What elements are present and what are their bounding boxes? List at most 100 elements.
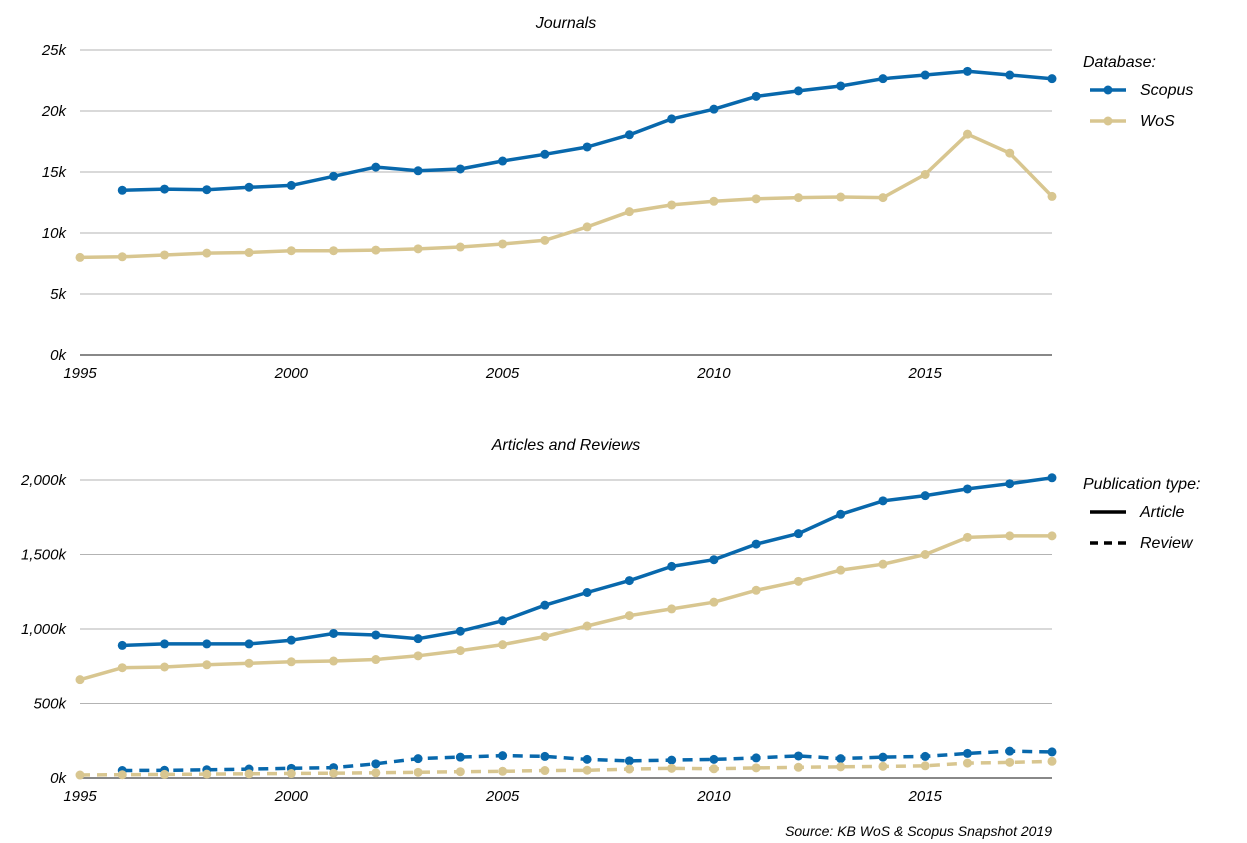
journals-chart-title: Journals	[535, 15, 596, 32]
articles-reviews-data-point	[413, 634, 423, 644]
journals-y-tick-label: 25k	[41, 42, 68, 59]
articles-reviews-data-point	[455, 626, 465, 636]
journals-data-point	[836, 192, 846, 202]
articles-reviews-data-point	[1005, 479, 1015, 489]
articles-reviews-data-point	[498, 766, 508, 776]
articles-reviews-data-point	[75, 770, 85, 780]
journals-data-point	[202, 248, 212, 258]
journals-y-tick-label: 10k	[42, 225, 68, 242]
articles-reviews-x-tick-label: 2005	[485, 788, 520, 805]
journals-x-tick-label: 1995	[63, 365, 97, 382]
articles-reviews-series-line	[79, 759, 1053, 777]
articles-reviews-data-point	[540, 600, 550, 610]
articles-reviews-data-point	[624, 764, 634, 774]
articles-reviews-data-point	[329, 628, 339, 638]
articles-reviews-data-point	[498, 640, 508, 650]
articles-reviews-data-point	[371, 655, 381, 665]
journals-data-point	[455, 164, 465, 174]
journals-data-point	[286, 180, 296, 190]
journals-data-point	[709, 196, 719, 206]
journals-data-point	[582, 222, 592, 232]
articles-reviews-data-point	[878, 496, 888, 506]
journals-legend: Database: Scopus WoS	[1083, 54, 1193, 130]
articles-reviews-x-tick-label: 1995	[63, 788, 97, 805]
articles-reviews-data-point	[962, 748, 972, 758]
journals-legend-label: WoS	[1140, 113, 1175, 130]
articles-reviews-data-point	[836, 509, 846, 519]
journals-data-point	[117, 252, 127, 262]
journals-data-point	[793, 86, 803, 96]
articles-reviews-x-tick-label: 2000	[274, 788, 309, 805]
journals-data-point	[709, 104, 719, 114]
articles-reviews-data-point	[624, 576, 634, 586]
journals-data-point	[244, 182, 254, 192]
articles-reviews-data-point	[286, 657, 296, 667]
articles-reviews-data-point	[202, 639, 212, 649]
journals-data-point	[920, 70, 930, 80]
articles-reviews-data-point	[582, 765, 592, 775]
journals-data-point	[498, 156, 508, 166]
journals-data-point	[413, 166, 423, 176]
articles-reviews-data-point	[751, 539, 761, 549]
articles-reviews-data-point	[1047, 756, 1057, 766]
articles-reviews-data-point	[286, 635, 296, 645]
journals-data-point	[455, 242, 465, 252]
articles-reviews-series-0	[117, 473, 1057, 650]
articles-reviews-data-point	[371, 630, 381, 640]
articles-reviews-data-point	[498, 616, 508, 626]
articles-reviews-data-point	[455, 646, 465, 656]
articles-reviews-data-point	[160, 662, 170, 672]
articles-reviews-data-point	[793, 529, 803, 539]
journals-y-tick-label: 5k	[50, 286, 67, 303]
articles-reviews-data-point	[709, 754, 719, 764]
journals-y-tick-label: 15k	[42, 164, 68, 181]
articles-reviews-series-3	[75, 756, 1057, 780]
articles-reviews-data-point	[413, 754, 423, 764]
articles-reviews-data-point	[920, 751, 930, 761]
journals-data-point	[117, 185, 127, 195]
articles-reviews-data-point	[624, 756, 634, 766]
journals-data-point	[667, 114, 677, 124]
journals-legend-marker	[1103, 116, 1113, 126]
journals-data-point	[836, 81, 846, 91]
articles-reviews-data-point	[1005, 531, 1015, 541]
articles-reviews-data-point	[667, 561, 677, 571]
journals-data-point	[624, 130, 634, 140]
articles-reviews-data-point	[582, 621, 592, 631]
articles-reviews-data-point	[709, 597, 719, 607]
articles-reviews-data-point	[582, 754, 592, 764]
articles-reviews-data-point	[160, 769, 170, 779]
journals-data-point	[413, 244, 423, 254]
articles-reviews-data-point	[920, 761, 930, 771]
articles-reviews-data-point	[962, 758, 972, 768]
journals-data-point	[1005, 70, 1015, 80]
journals-chart: Journals 0k 5k 10k 15k 20k 25k 1995 2000 2005 201…	[41, 15, 1194, 382]
publication-type-legend-title: Publication type:	[1083, 476, 1200, 493]
articles-reviews-data-point	[836, 565, 846, 575]
articles-reviews-y-tick-label: 1,500k	[21, 547, 68, 564]
journals-x-tick-label: 2015	[908, 365, 943, 382]
publication-type-legend: Publication type: Article Review	[1083, 476, 1200, 552]
articles-reviews-legend-label: Article	[1139, 504, 1185, 521]
journals-data-point	[498, 239, 508, 249]
journals-data-point	[751, 194, 761, 204]
journals-data-point	[202, 185, 212, 195]
journals-data-point	[160, 184, 170, 194]
journals-data-point	[244, 248, 254, 258]
journals-y-tick-label: 0k	[50, 347, 67, 364]
articles-reviews-data-point	[371, 768, 381, 778]
journals-legend-title: Database:	[1083, 54, 1156, 71]
articles-reviews-data-point	[1047, 473, 1057, 483]
articles-reviews-data-point	[540, 766, 550, 776]
articles-reviews-data-point	[667, 604, 677, 614]
journals-data-point	[371, 245, 381, 255]
articles-reviews-x-tick-label: 2010	[696, 788, 731, 805]
articles-reviews-chart: Articles and Reviews 0k 500k 1,000k 1,500k 2…	[20, 437, 1200, 805]
articles-reviews-data-point	[75, 675, 85, 685]
journals-data-point	[667, 200, 677, 210]
journals-data-point	[1047, 191, 1057, 201]
articles-reviews-x-tick-label: 2015	[908, 788, 943, 805]
articles-reviews-data-point	[1005, 757, 1015, 767]
articles-reviews-data-point	[498, 751, 508, 761]
articles-reviews-data-point	[413, 651, 423, 661]
